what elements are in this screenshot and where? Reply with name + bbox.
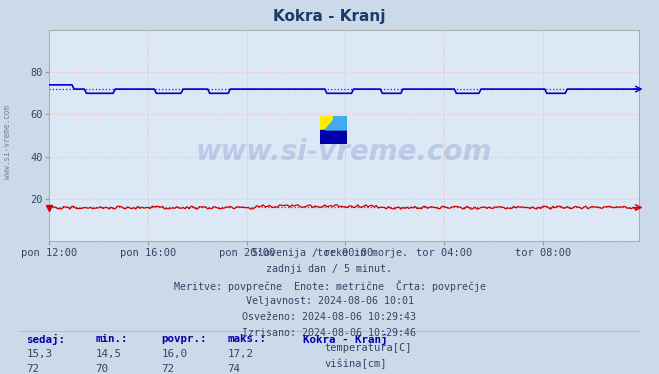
Bar [320, 130, 347, 144]
Text: 15,3: 15,3 [26, 349, 52, 359]
Bar [333, 116, 347, 130]
Text: sedaj:: sedaj: [26, 334, 65, 344]
Text: temperatura[C]: temperatura[C] [325, 343, 413, 353]
Polygon shape [325, 116, 347, 130]
Text: 72: 72 [26, 364, 40, 374]
Text: 72: 72 [161, 364, 175, 374]
Text: Osveženo: 2024-08-06 10:29:43: Osveženo: 2024-08-06 10:29:43 [243, 312, 416, 322]
Text: Izrisano: 2024-08-06 10:29:46: Izrisano: 2024-08-06 10:29:46 [243, 328, 416, 338]
Text: višina[cm]: višina[cm] [325, 359, 387, 369]
Text: 16,0: 16,0 [161, 349, 187, 359]
Text: 14,5: 14,5 [96, 349, 121, 359]
Text: www.si-vreme.com: www.si-vreme.com [196, 138, 492, 166]
Text: min.:: min.: [96, 334, 128, 344]
Text: 70: 70 [96, 364, 109, 374]
Text: Slovenija / reke in morje.: Slovenija / reke in morje. [252, 248, 407, 258]
Text: 17,2: 17,2 [227, 349, 253, 359]
Text: 74: 74 [227, 364, 241, 374]
Text: Veljavnost: 2024-08-06 10:01: Veljavnost: 2024-08-06 10:01 [246, 296, 413, 306]
Bar [320, 116, 333, 130]
Text: Kokra - Kranj: Kokra - Kranj [303, 334, 387, 344]
Text: www.si-vreme.com: www.si-vreme.com [3, 105, 13, 179]
Text: maks.:: maks.: [227, 334, 266, 344]
Text: Kokra - Kranj: Kokra - Kranj [273, 9, 386, 24]
Text: povpr.:: povpr.: [161, 334, 207, 344]
Text: Meritve: povprečne  Enote: metrične  Črta: povprečje: Meritve: povprečne Enote: metrične Črta:… [173, 280, 486, 292]
Text: zadnji dan / 5 minut.: zadnji dan / 5 minut. [266, 264, 393, 274]
